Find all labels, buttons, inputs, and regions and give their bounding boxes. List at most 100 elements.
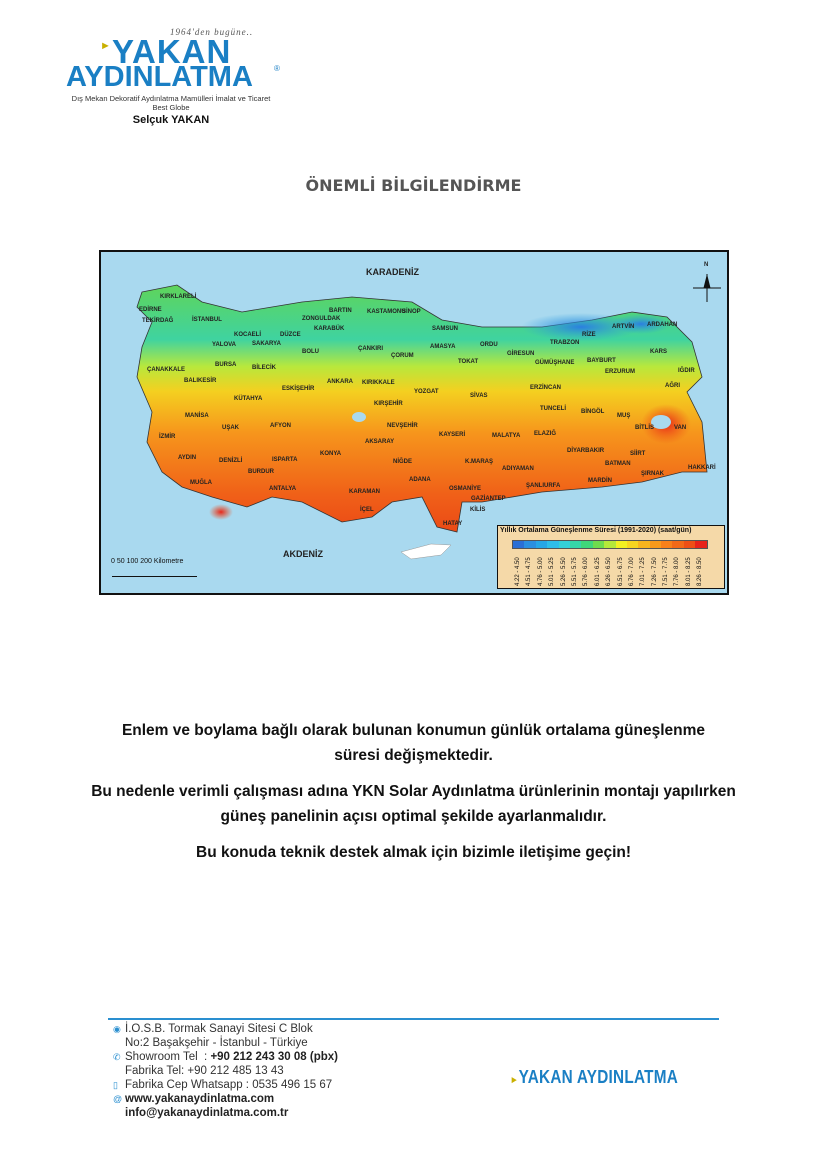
city-label: NİĞDE	[393, 459, 413, 465]
city-label: YOZGAT	[414, 389, 439, 395]
mobile-icon: ▯	[113, 1080, 118, 1090]
city-label: ADANA	[409, 477, 431, 483]
city-label: BİNGÖL	[581, 409, 605, 415]
address-line-2: No:2 Başakşehir - İstanbul - Türkiye	[125, 1037, 308, 1049]
legend-range: 6.26 - 6.50	[603, 550, 614, 586]
legend-range-label: 7.76 - 8.00	[674, 557, 681, 586]
legend-range: 7.76 - 8.00	[671, 550, 682, 586]
legend-range-label: 7.26 - 7.50	[651, 557, 658, 586]
legend-swatch	[581, 541, 593, 548]
legend-swatch	[547, 541, 559, 548]
legend-title: Yıllık Ortalama Güneşlenme Süresi (1991-…	[500, 527, 692, 534]
city-label: HATAY	[443, 521, 463, 527]
showroom-phone[interactable]: +90 212 243 30 08 (pbx)	[210, 1051, 338, 1063]
legend-swatch	[683, 541, 696, 548]
whatsapp-number[interactable]: Fabrika Cep Whatsapp : 0535 496 15 67	[125, 1079, 333, 1091]
legend-swatch	[695, 541, 707, 548]
city-label: KIRKLARELİ	[160, 294, 197, 300]
lamp-icon: ►	[100, 40, 111, 52]
city-label: BALIKESİR	[184, 378, 217, 384]
city-label: DİYARBAKIR	[567, 448, 605, 454]
city-label: OSMANİYE	[449, 486, 482, 492]
address-line-1: İ.O.S.B. Tormak Sanayi Sitesi C Blok	[125, 1023, 313, 1035]
city-label: AFYON	[270, 423, 291, 429]
legend-range: 5.26 - 5.50	[558, 550, 569, 586]
city-label: MANİSA	[185, 413, 209, 419]
city-label: BATMAN	[605, 461, 631, 467]
logo-tagline: 1964'den bugüne..	[170, 27, 254, 37]
email-link[interactable]: info@yakanaydinlatma.com.tr	[125, 1107, 289, 1119]
legend-range-label: 8.26 - 8.50	[697, 557, 704, 586]
map-legend: Yıllık Ortalama Güneşlenme Süresi (1991-…	[497, 525, 725, 589]
legend-range-label: 5.76 - 6.00	[583, 557, 590, 586]
legend-swatches	[512, 540, 708, 549]
city-label: GİRESUN	[507, 351, 535, 357]
city-label: MUĞLA	[190, 480, 212, 486]
map-shapes	[136, 274, 721, 560]
legend-swatch	[524, 541, 536, 548]
city-label: KOCAELİ	[234, 332, 261, 338]
city-label: VAN	[674, 425, 687, 431]
info-text: Enlem ve boylama bağlı olarak bulunan ko…	[80, 718, 747, 876]
city-label: ISPARTA	[272, 457, 298, 463]
legend-range: 8.01 - 8.25	[683, 550, 694, 586]
city-label: KIRIKKALE	[362, 380, 395, 386]
factory-phone[interactable]: Fabrika Tel: +90 212 485 13 43	[125, 1065, 284, 1077]
legend-range-label: 5.01 - 5.25	[549, 557, 556, 586]
city-label: DÜZCE	[280, 332, 301, 338]
legend-range: 4.51 - 4.75	[523, 550, 534, 586]
city-label: KASTAMONU	[367, 309, 406, 315]
city-label: SİİRT	[630, 451, 646, 457]
city-label: ERZURUM	[605, 369, 635, 375]
info-paragraph-3: Bu konuda teknik destek almak için bizim…	[196, 844, 631, 861]
city-label: DENİZLİ	[219, 458, 243, 464]
city-label: ÇANAKKALE	[147, 367, 185, 373]
logo-line1: YAKAN	[112, 33, 232, 70]
city-label: KIRŞEHİR	[374, 401, 403, 407]
legend-range: 5.51 - 5.75	[569, 550, 580, 586]
info-paragraph-1: Enlem ve boylama bağlı olarak bulunan ko…	[121, 722, 706, 764]
turkey-outline	[136, 284, 708, 533]
scale-label: 0 50 100 200 Kilometre	[111, 558, 184, 565]
legend-swatch	[626, 541, 639, 548]
legend-swatch	[604, 541, 616, 548]
lake-van	[651, 415, 671, 429]
showroom-label: Showroom Tel :	[125, 1051, 211, 1063]
legend-range: 6.76 - 7.00	[626, 550, 637, 586]
city-label: ADIYAMAN	[502, 466, 534, 472]
city-label: BİTLİS	[635, 425, 654, 431]
legend-swatch	[592, 541, 605, 548]
city-label: ARDAHAN	[647, 322, 678, 328]
city-label: BİLECİK	[252, 365, 276, 371]
registered-mark: ®	[274, 64, 280, 73]
city-label: AKSARAY	[365, 439, 395, 445]
website-link[interactable]: www.yakanaydinlatma.com	[125, 1093, 275, 1105]
city-label: ANKARA	[327, 379, 353, 385]
city-label: TRABZON	[550, 340, 580, 346]
city-label: IĞDIR	[678, 368, 695, 374]
legend-range-label: 7.51 - 7.75	[663, 557, 670, 586]
city-label: ÇORUM	[391, 353, 414, 359]
city-label: MALATYA	[492, 433, 521, 439]
logo-subtitle-line: Dış Mekan Dekoratif Aydınlatma Mamülleri…	[71, 94, 271, 103]
legend-range-label: 4.76 - 5.00	[537, 557, 544, 586]
city-label: TUNCELİ	[540, 406, 566, 412]
city-label: ÇANKIRI	[358, 346, 383, 352]
city-label: MARDİN	[588, 478, 612, 484]
lamp-icon: ►	[510, 1075, 519, 1086]
legend-swatch	[513, 541, 525, 548]
legend-range: 6.01 - 6.25	[592, 550, 603, 586]
city-label: KARS	[650, 349, 668, 355]
city-label: K.MARAŞ	[465, 459, 493, 465]
city-label: KÜTAHYA	[234, 396, 263, 402]
legend-range-label: 4.22 - 4.50	[515, 557, 521, 586]
legend-swatch	[672, 541, 684, 548]
city-label: BARTIN	[329, 308, 352, 314]
legend-range: 5.01 - 5.25	[546, 550, 557, 586]
legend-swatch	[558, 541, 570, 548]
city-label: SAMSUN	[432, 326, 459, 332]
legend-ranges: 4.22 - 4.50 4.51 - 4.75 4.76 - 5.00 5.01 - …	[512, 550, 706, 586]
page-title: ÖNEMLİ BİLGİLENDİRME	[305, 176, 522, 195]
city-label: KAYSERİ	[439, 432, 466, 438]
city-label: İSTANBUL	[192, 317, 222, 323]
